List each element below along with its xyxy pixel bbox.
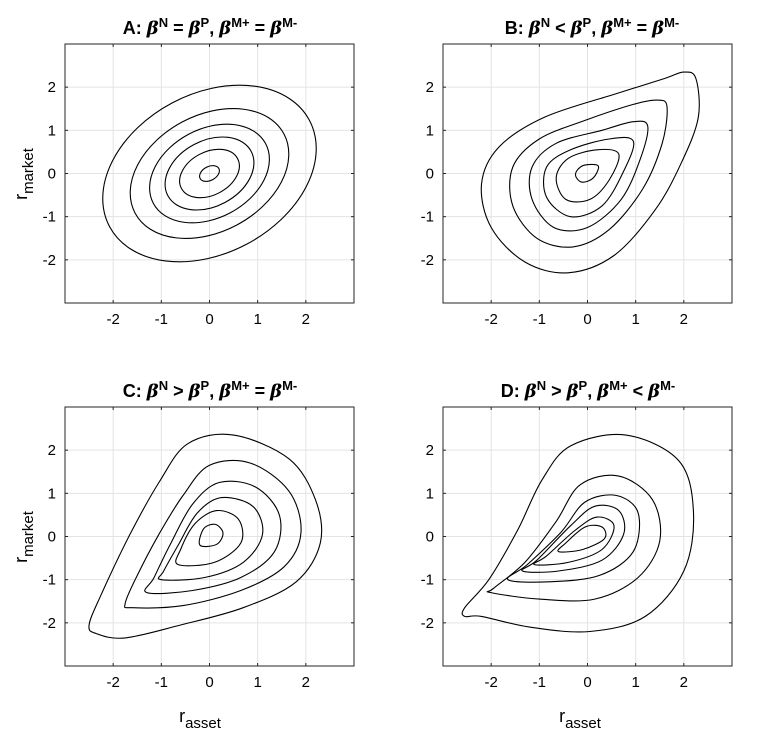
panel-d-contour-line-5 [533,516,615,566]
panel-b-ytick-label: 2 [426,79,434,96]
panel-a-ytick-label: 2 [48,79,56,96]
panel-c-xtick-label: 0 [205,674,213,691]
panel-c-contour-line-3 [144,480,282,595]
panel-a-contour-line-1 [102,84,317,263]
panel-d-ytick-label: 1 [426,485,434,502]
panel-c-ytick-label: -2 [43,615,56,632]
panel-d-contour-line-3 [506,494,641,583]
panel-d-ytick-label: -2 [421,615,434,632]
panel-d-title: D: βN > βP, βM+ < βM- [501,378,676,402]
panel-b-xtick-label: 1 [631,311,639,328]
panel-a-xtick-label: 1 [253,311,261,328]
panel-a-ytick-label: 0 [48,166,56,183]
panel-d-contour-line-4 [521,504,626,573]
panel-a-contour-line-2 [129,108,290,239]
panel-c-ytick-label: 2 [48,442,56,459]
panel-d-contour-line-6 [557,524,607,553]
panel-c-contour-line-2 [124,459,302,609]
panel-b-contour-line-5 [555,148,620,203]
panel-c-xtick-label: 1 [253,674,261,691]
panel-d-ytick-label: 0 [426,529,434,546]
panel-a-xtick-label: 0 [205,311,213,328]
panel-b-xtick-label: -1 [533,311,546,328]
panel-c-ytick-label: 0 [48,529,56,546]
panel-b: B: βN < βP, βM+ = βM- -2 -1 0 1 2 2 1 0 -1 -2 [421,15,733,328]
panel-a-contour-line-4 [164,136,255,211]
panel-b-ytick-label: -1 [421,209,434,226]
panel-c-xtick-label: -2 [106,674,119,691]
panel-c-xlabel: rasset [179,706,222,732]
panel-d-xtick-label: 0 [583,674,591,691]
panel-d-contour-line-2 [486,474,662,602]
panel-b-ytick-label: 0 [426,166,434,183]
panel-d: D: βN > βP, βM+ < βM- rasset -2 -1 0 1 2 2 1 0 -… [421,378,733,732]
panel-d-xtick-label: 2 [680,674,688,691]
panel-c-ytick-label: -1 [43,572,56,589]
panel-a-title: A: βN = βP, βM+ = βM- [123,15,298,39]
panel-c-xtick-label: -1 [155,674,168,691]
panel-b-xtick-label: -2 [484,311,497,328]
panel-d-xlabel: rasset [559,706,602,732]
panel-b-xtick-label: 0 [583,311,591,328]
panel-a-ylabel: rmarket [11,147,37,200]
panel-d-xtick-label: 1 [631,674,639,691]
panel-b-ytick-label: -2 [421,252,434,269]
panel-a-ytick-label: -2 [43,252,56,269]
panel-c-ylabel: rmarket [11,510,37,563]
panel-b-contour-line-3 [528,120,649,232]
panel-b-title: B: βN < βP, βM+ = βM- [505,15,680,39]
panel-d-xtick-label: -2 [484,674,497,691]
panel-c: C: βN > βP, βM+ = βM- rmarket rasset -2 -… [11,378,355,732]
panel-a-ytick-label: -1 [43,209,56,226]
panel-b-contour-line-6 [574,163,600,183]
panel-c-contour-line-1 [88,433,323,639]
panel-c-title: C: βN > βP, βM+ = βM- [123,378,298,402]
panel-d-ytick-label: 2 [426,442,434,459]
panel-a-contour-line-6 [199,165,220,182]
panel-a-xtick-label: -2 [106,311,119,328]
panel-a-ytick-label: 1 [48,122,56,139]
panel-c-contour-line-6 [198,523,224,548]
panel-d-contour-line-1 [461,433,695,633]
panel-a: A: βN = βP, βM+ = βM- rmarket -2 -1 0 1 2 2 1 0… [11,15,355,328]
panel-b-contour-line-4 [542,136,635,218]
panel-b-ytick-label: 1 [426,122,434,139]
panel-a-contour-line-3 [149,123,270,224]
panel-a-xtick-label: -1 [155,311,168,328]
panel-c-contour-line-4 [157,496,264,581]
panel-a-contour-line-5 [179,148,240,199]
panel-b-contour-line-1 [480,71,700,274]
panel-d-ytick-label: -1 [421,572,434,589]
panel-c-xtick-label: 2 [302,674,310,691]
panel-c-ytick-label: 1 [48,485,56,502]
panel-c-contour-line-5 [175,509,244,567]
panel-a-xtick-label: 2 [302,311,310,328]
panel-d-xtick-label: -1 [533,674,546,691]
panel-b-xtick-label: 2 [680,311,688,328]
panel-b-contour-line-2 [509,99,668,248]
